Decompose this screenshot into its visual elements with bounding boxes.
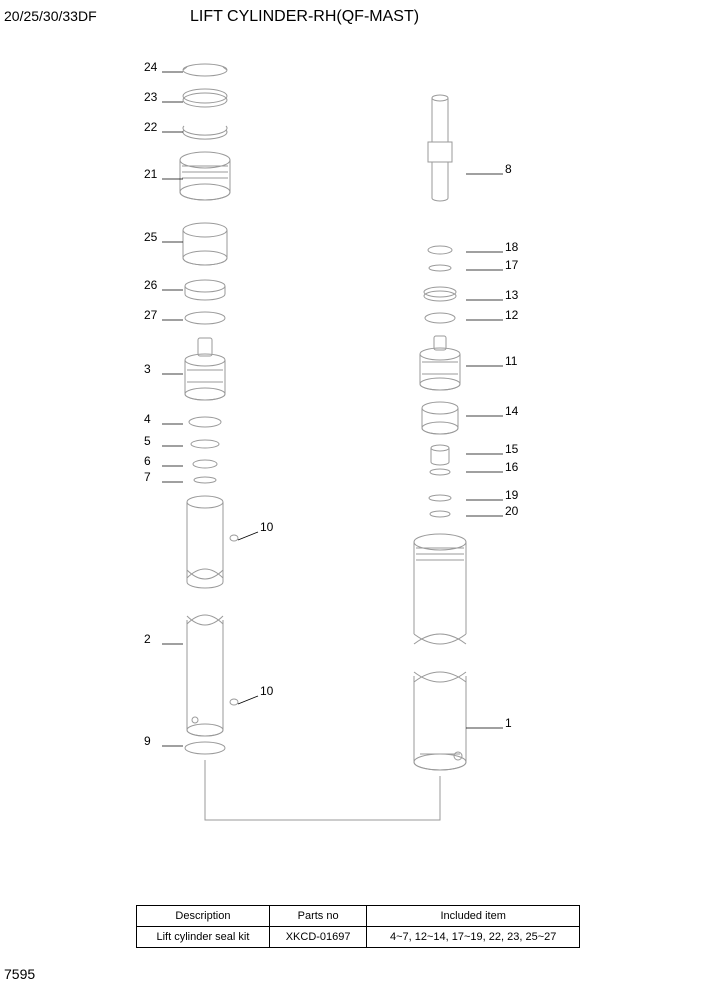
callout-27: 27 xyxy=(144,308,157,322)
callout-21: 21 xyxy=(144,167,157,181)
table-row: Lift cylinder seal kitXKCD-016974~7, 12~… xyxy=(137,927,580,948)
callout-15: 15 xyxy=(505,442,518,456)
callout-17: 17 xyxy=(505,258,518,272)
table-cell: Lift cylinder seal kit xyxy=(137,927,270,948)
table-header: Parts no xyxy=(269,906,366,927)
callout-10: 10 xyxy=(260,684,273,698)
callout-25: 25 xyxy=(144,230,157,244)
callout-1: 1 xyxy=(505,716,512,730)
callout-13: 13 xyxy=(505,288,518,302)
callout-12: 12 xyxy=(505,308,518,322)
callout-16: 16 xyxy=(505,460,518,474)
callout-8: 8 xyxy=(505,162,512,176)
page-title: LIFT CYLINDER-RH(QF-MAST) xyxy=(190,8,419,26)
diagram-svg xyxy=(0,60,702,890)
callout-10: 10 xyxy=(260,520,273,534)
callout-5: 5 xyxy=(144,434,151,448)
callout-11: 11 xyxy=(505,354,517,368)
callout-2: 2 xyxy=(144,632,151,646)
callout-3: 3 xyxy=(144,362,151,376)
table-header: Included item xyxy=(367,906,580,927)
callout-14: 14 xyxy=(505,404,518,418)
callout-24: 24 xyxy=(144,60,157,74)
table-cell: XKCD-01697 xyxy=(269,927,366,948)
callout-22: 22 xyxy=(144,120,157,134)
callout-26: 26 xyxy=(144,278,157,292)
kit-table: DescriptionParts noIncluded item Lift cy… xyxy=(136,905,580,948)
exploded-diagram: 24 23 22 21 25 26 27 3 4 5 6 7 2 9 8 18 17 13 12 11 14 15 16 19… xyxy=(0,60,702,890)
table-cell: 4~7, 12~14, 17~19, 22, 23, 25~27 xyxy=(367,927,580,948)
callout-7: 7 xyxy=(144,470,151,484)
callout-18: 18 xyxy=(505,240,518,254)
callout-19: 19 xyxy=(505,488,518,502)
callout-9: 9 xyxy=(144,734,151,748)
callout-20: 20 xyxy=(505,504,518,518)
page-number: 7595 xyxy=(4,966,35,982)
callout-6: 6 xyxy=(144,454,151,468)
header-model: 20/25/30/33DF xyxy=(4,8,97,24)
callout-23: 23 xyxy=(144,90,157,104)
callout-4: 4 xyxy=(144,412,151,426)
table-header: Description xyxy=(137,906,270,927)
